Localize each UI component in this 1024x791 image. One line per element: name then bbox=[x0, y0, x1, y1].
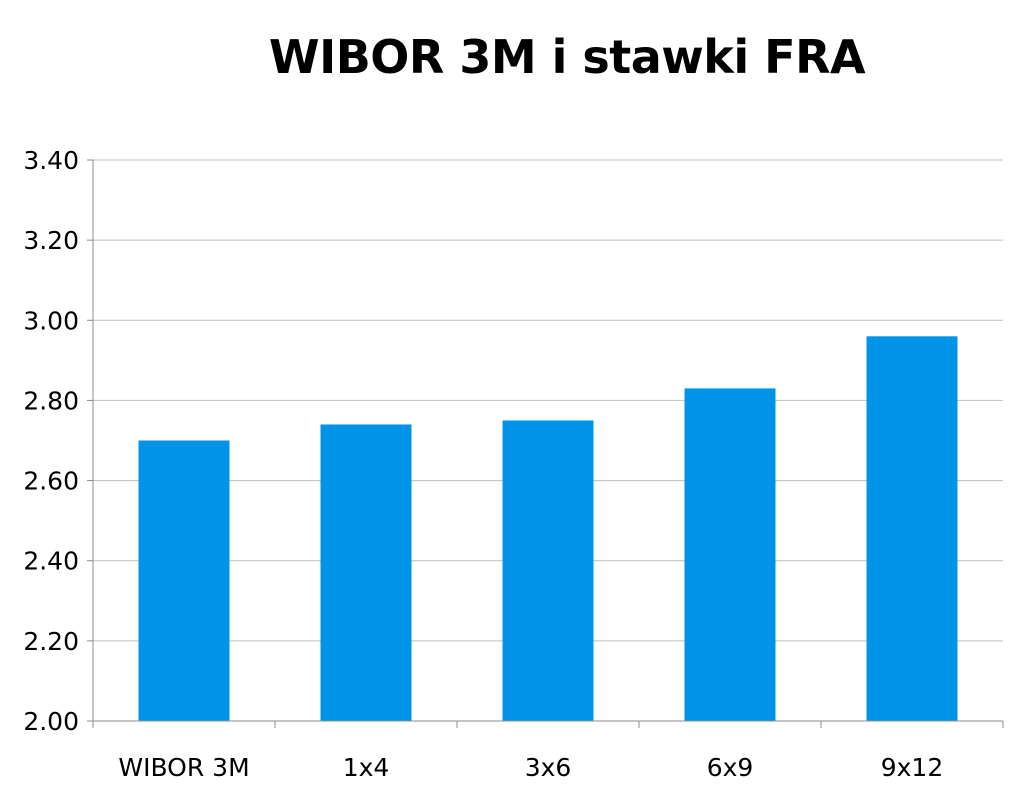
bar bbox=[138, 440, 230, 721]
x-tick-label: 6x9 bbox=[707, 753, 754, 782]
bar bbox=[502, 420, 594, 721]
x-tick-label: 1x4 bbox=[343, 753, 390, 782]
x-tick-label: WIBOR 3M bbox=[118, 753, 249, 782]
bar bbox=[684, 388, 776, 721]
y-tick-label: 2.40 bbox=[23, 547, 79, 576]
y-tick-label: 3.00 bbox=[23, 306, 79, 335]
x-tick-label: 9x12 bbox=[881, 753, 944, 782]
x-axis-tick-labels: WIBOR 3M 1x4 3x6 6x9 9x12 bbox=[118, 753, 943, 782]
y-tick-label: 2.20 bbox=[23, 627, 79, 656]
x-tick-label: 3x6 bbox=[525, 753, 572, 782]
bar bbox=[866, 336, 958, 721]
y-tick-label: 2.00 bbox=[23, 707, 79, 736]
bars bbox=[138, 336, 958, 721]
y-tick-label: 2.80 bbox=[23, 386, 79, 415]
bar bbox=[320, 424, 412, 721]
chart-title: WIBOR 3M i stawki FRA bbox=[268, 30, 866, 84]
axes bbox=[87, 159, 1004, 728]
y-axis-tick-labels: 2.00 2.20 2.40 2.60 2.80 3.00 3.20 3.40 bbox=[23, 146, 79, 736]
y-tick-label: 3.40 bbox=[23, 146, 79, 175]
y-tick-label: 2.60 bbox=[23, 467, 79, 496]
y-tick-label: 3.20 bbox=[23, 226, 79, 255]
